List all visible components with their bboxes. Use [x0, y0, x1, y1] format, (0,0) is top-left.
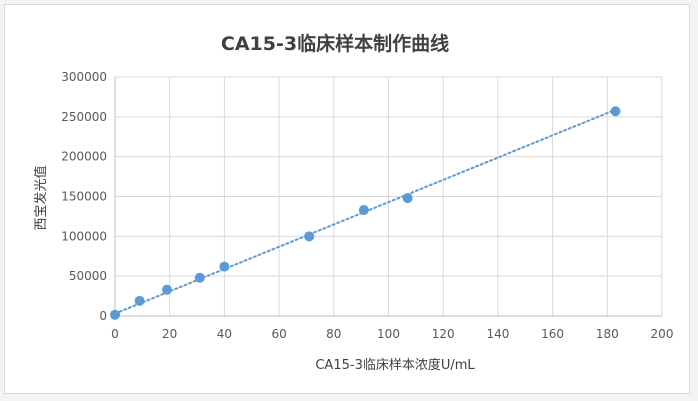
x-tick-label: 160 [541, 327, 564, 341]
data-point [134, 295, 145, 306]
x-tick-label: 0 [111, 327, 119, 341]
y-tick-label: 50000 [69, 269, 107, 283]
x-tick-label: 180 [596, 327, 619, 341]
y-tick-label: 150000 [61, 190, 107, 204]
axes [114, 77, 662, 317]
x-tick-label: 140 [486, 327, 509, 341]
data-points [110, 106, 621, 320]
grid-lines [115, 76, 663, 316]
data-point [219, 261, 230, 272]
x-tick-label: 20 [162, 327, 177, 341]
x-tick-label: 80 [326, 327, 341, 341]
x-tick-label: 40 [217, 327, 232, 341]
data-point [161, 284, 172, 295]
y-axis-title: 西宝发光值 [33, 165, 49, 230]
data-point [194, 272, 205, 283]
chart-svg: CA15-3临床样本制作曲线 0 50000 100000 150000 200000 2… [33, 32, 673, 373]
x-tick-label: 60 [271, 327, 286, 341]
y-tick-labels: 0 50000 100000 150000 200000 250000 300000 [61, 70, 107, 323]
data-point [110, 309, 120, 320]
data-point [358, 205, 369, 216]
y-tick-label: 0 [99, 309, 107, 323]
x-tick-label: 100 [377, 327, 400, 341]
data-point [402, 193, 413, 204]
data-point [610, 106, 621, 117]
x-tick-label: 120 [432, 327, 455, 341]
x-tick-labels: 0 20 40 60 80 100 120 140 160 180 200 [111, 327, 673, 341]
y-tick-label: 300000 [61, 70, 107, 84]
y-tick-label: 200000 [61, 150, 107, 164]
chart-title: CA15-3临床样本制作曲线 [221, 32, 449, 55]
chart-container: CA15-3临床样本制作曲线 0 50000 100000 150000 200000 2… [4, 4, 690, 394]
x-tick-label: 200 [651, 327, 674, 341]
data-point [304, 231, 315, 242]
y-tick-label: 250000 [61, 110, 107, 124]
x-axis-title: CA15-3临床样本浓度U/mL [315, 357, 475, 373]
y-tick-label: 100000 [61, 229, 107, 243]
